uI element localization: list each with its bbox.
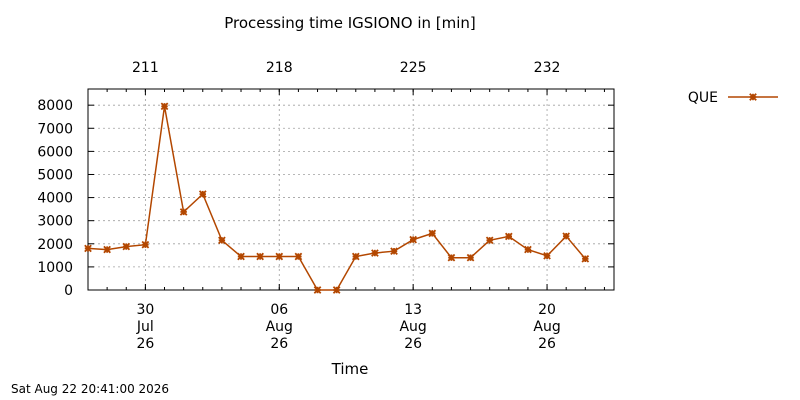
legend-label: QUE xyxy=(688,90,718,106)
legend-marker xyxy=(749,93,757,101)
data-point xyxy=(294,252,303,261)
data-point xyxy=(504,232,513,241)
x-tick-label: 26 xyxy=(538,336,556,352)
x-tick-label: 20 xyxy=(538,302,556,318)
data-point xyxy=(313,286,322,294)
x-tick-label: 26 xyxy=(404,336,422,352)
legend: QUE xyxy=(688,90,778,106)
plot-frame xyxy=(87,88,615,291)
data-point xyxy=(524,245,532,254)
x-tick-label: 13 xyxy=(404,302,422,318)
x-tick-label: 30 xyxy=(136,302,154,318)
y-tick-label: 8000 xyxy=(37,98,73,114)
data-point xyxy=(466,253,475,262)
data-point xyxy=(103,245,111,254)
data-point xyxy=(84,244,92,253)
x-tick-label: Jul xyxy=(136,319,154,335)
series-line-que xyxy=(87,106,586,291)
series-layer xyxy=(84,102,590,294)
data-point xyxy=(237,252,245,261)
data-point xyxy=(351,252,360,261)
x2-axis: 211 218 225 232 xyxy=(87,60,605,95)
y-tick-label: 7000 xyxy=(37,121,73,137)
data-point xyxy=(141,240,150,249)
y-tick-label: 0 xyxy=(64,283,73,299)
x2-tick-label: 211 xyxy=(132,60,159,76)
data-point xyxy=(122,242,131,251)
data-point xyxy=(160,102,169,111)
data-point xyxy=(218,236,226,245)
x-axis-label: Time xyxy=(331,360,369,378)
y-axis: 0 1000 2000 3000 4000 5000 6000 7000 8000 xyxy=(37,98,614,299)
x-tick-label: 26 xyxy=(136,336,154,352)
x2-tick-label: 218 xyxy=(266,60,293,76)
grid-lines xyxy=(88,89,614,290)
x-tick-label: Aug xyxy=(266,319,293,335)
y-tick-label: 6000 xyxy=(37,144,73,160)
data-point xyxy=(581,254,590,263)
data-point xyxy=(428,229,437,238)
y-tick-label: 5000 xyxy=(37,167,73,183)
x-tick-label: 26 xyxy=(270,336,288,352)
data-point xyxy=(562,232,571,241)
x-tick-label: Aug xyxy=(533,319,560,335)
data-point xyxy=(198,190,207,198)
y-tick-label: 3000 xyxy=(37,214,73,230)
data-point xyxy=(543,251,551,260)
x-tick-label: 06 xyxy=(270,302,288,318)
data-point xyxy=(485,236,494,245)
timestamp-footer: Sat Aug 22 20:41:00 2026 xyxy=(11,382,170,396)
data-point xyxy=(371,249,379,257)
data-point xyxy=(332,286,341,294)
data-point xyxy=(179,208,188,216)
chart-title: Processing time IGSIONO in [min] xyxy=(224,14,476,32)
data-point xyxy=(390,247,398,256)
x-tick-label: Aug xyxy=(399,319,426,335)
x2-tick-label: 232 xyxy=(534,60,561,76)
data-point xyxy=(409,235,418,244)
data-point xyxy=(275,252,284,261)
y-tick-label: 2000 xyxy=(37,237,73,253)
x2-tick-label: 225 xyxy=(400,60,427,76)
y-tick-label: 4000 xyxy=(37,191,73,207)
y-tick-label: 1000 xyxy=(37,260,73,276)
data-point xyxy=(447,253,456,262)
data-point xyxy=(256,252,264,261)
